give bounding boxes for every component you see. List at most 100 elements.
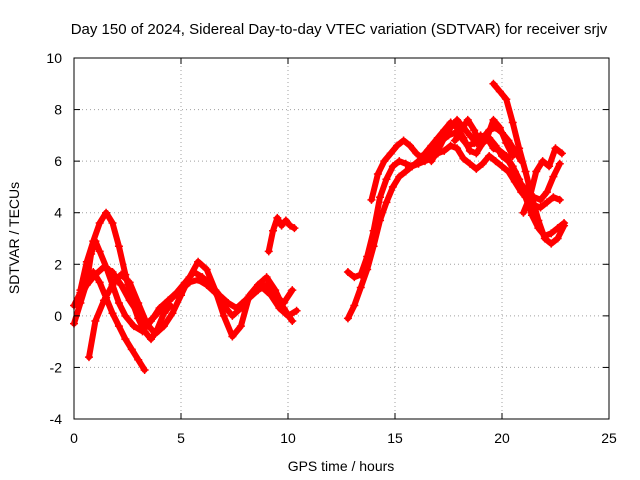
data-point-marker (271, 291, 280, 300)
data-point-marker (446, 141, 455, 150)
x-tick-label: 5 (177, 430, 185, 446)
data-point-marker (281, 216, 290, 225)
data-point-marker (380, 157, 389, 166)
data-point-marker (95, 247, 104, 256)
y-tick-label: 10 (46, 50, 62, 66)
data-point-marker (555, 159, 564, 168)
data-point-marker (202, 265, 211, 274)
data-point-marker (269, 226, 278, 235)
data-point-marker (108, 268, 117, 277)
series-track-10 (489, 79, 569, 248)
data-point-marker (549, 193, 558, 202)
series-track-8 (343, 141, 564, 323)
data-point-marker (102, 208, 111, 217)
data-point-marker (168, 293, 177, 302)
series-track-11 (519, 144, 566, 217)
data-point-marker (367, 195, 376, 204)
data-point-marker (472, 149, 481, 158)
data-point-marker (350, 273, 359, 282)
data-point-marker (433, 146, 442, 155)
data-point-marker (129, 322, 138, 331)
data-point-marker (236, 304, 245, 313)
y-tick-label: 4 (54, 205, 62, 221)
data-point-marker (549, 172, 558, 181)
data-point-marker (393, 141, 402, 150)
x-tick-label: 0 (70, 430, 78, 446)
data-point-marker (440, 133, 449, 142)
data-point-marker (425, 149, 434, 158)
data-point-marker (185, 278, 194, 287)
data-point-marker (91, 270, 100, 279)
data-point-marker (177, 286, 185, 295)
data-point-marker (382, 175, 391, 184)
data-point-marker (194, 275, 203, 284)
data-point-marker (525, 193, 534, 202)
data-point-marker (219, 311, 228, 320)
data-point-marker (498, 162, 506, 171)
data-point-marker (363, 265, 372, 274)
data-point-marker (465, 159, 474, 168)
data-point-marker (127, 345, 136, 354)
data-point-marker (388, 182, 397, 191)
data-point-marker (465, 146, 474, 155)
data-point-marker (412, 149, 421, 158)
data-point-marker (453, 115, 462, 124)
data-point-marker (273, 213, 282, 222)
y-tick-label: 2 (54, 256, 62, 272)
data-point-marker (388, 162, 397, 171)
data-point-marker (517, 157, 526, 166)
data-point-marker (382, 198, 391, 207)
plot-frame (73, 57, 610, 420)
data-point-marker (547, 229, 556, 238)
data-point-marker (401, 167, 410, 176)
data-point-marker (553, 234, 562, 243)
y-axis-label: SDTVAR / TECUs (6, 182, 22, 294)
y-tick-label: -4 (50, 411, 63, 427)
data-point-marker (476, 141, 485, 150)
data-point-marker (134, 309, 143, 318)
data-point-marker (485, 151, 494, 160)
data-point-marker (532, 167, 541, 176)
x-tick-label: 20 (494, 430, 510, 446)
data-point-marker (369, 242, 378, 251)
data-point-marker (395, 172, 404, 181)
series-track-5 (74, 262, 297, 328)
data-point-marker (547, 239, 556, 248)
data-point-marker (356, 283, 365, 292)
data-point-marker (446, 123, 455, 132)
data-point-marker (288, 286, 297, 295)
chart-title: Day 150 of 2024, Sidereal Day-to-day VTE… (71, 21, 608, 38)
data-point-marker (74, 296, 83, 305)
tick-layer: 0 5 10 15 20 25 -4 -2 0 2 4 6 8 10 (46, 50, 617, 446)
x-axis-label: GPS time / hours (288, 458, 395, 474)
data-point-marker (457, 126, 466, 135)
data-point-marker (472, 164, 481, 173)
data-point-marker (536, 195, 545, 204)
data-point-marker (560, 221, 569, 230)
data-point-marker (508, 162, 517, 171)
data-point-marker (194, 257, 203, 266)
data-point-marker (219, 301, 228, 310)
data-point-marker (450, 136, 459, 145)
data-point-marker (288, 317, 297, 326)
data-point-marker (114, 242, 123, 251)
data-point-marker (117, 270, 126, 279)
data-point-marker (478, 159, 487, 168)
x-tick-label: 25 (601, 430, 617, 446)
data-point-marker (91, 237, 100, 246)
data-point-marker (121, 335, 130, 344)
data-point-marker (463, 141, 472, 150)
series-trace (451, 116, 516, 159)
data-point-marker (228, 311, 237, 320)
data-point-marker (489, 144, 498, 153)
data-point-marker (87, 249, 96, 258)
data-point-marker (399, 136, 408, 145)
series-track-13 (450, 115, 517, 160)
data-point-marker (138, 327, 147, 336)
data-point-marker (405, 141, 414, 150)
series-layer (70, 79, 569, 375)
data-point-marker (151, 311, 160, 320)
data-point-marker (519, 208, 528, 217)
data-point-marker (147, 335, 156, 344)
